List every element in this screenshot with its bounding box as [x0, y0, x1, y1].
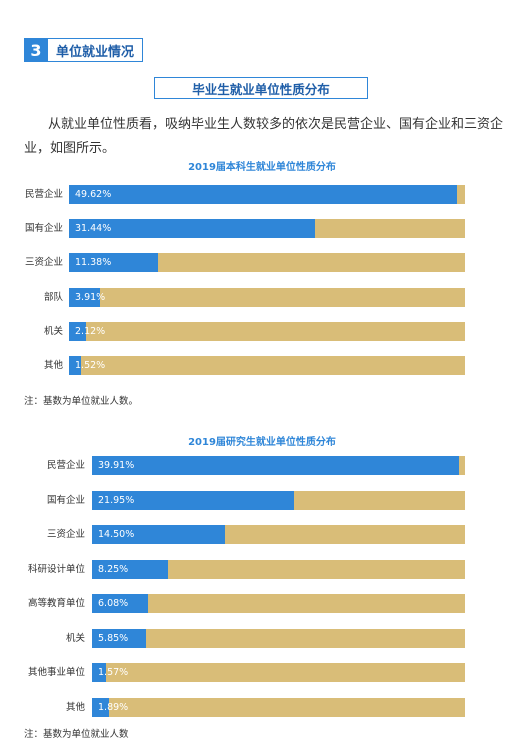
- category-label: 三资企业: [46, 529, 85, 540]
- bar: [92, 697, 110, 717]
- bar-value-label: 14.50%: [98, 529, 135, 540]
- bar: [92, 525, 226, 544]
- bar-value-label: 49.62%: [75, 189, 112, 200]
- bar-track: 3.91%: [69, 287, 465, 307]
- bar-track: 49.62%: [69, 185, 465, 204]
- bar-track: 1.57%: [92, 663, 465, 682]
- bar: [92, 628, 146, 648]
- bar-value-label: 11.38%: [75, 257, 112, 269]
- chart-title-graduate: 2019届研究生就业单位性质分布: [188, 437, 336, 448]
- bar-track: 6.08%: [92, 594, 465, 613]
- category-label: 国有企业: [46, 494, 85, 506]
- category-label: 其他事业单位: [27, 667, 85, 678]
- bar-track: 31.44%: [69, 219, 465, 239]
- bar-track: 14.50%: [92, 525, 465, 544]
- bar-track: 1.52%: [69, 356, 465, 375]
- bar-value-label: 3.91%: [75, 291, 106, 303]
- bar-value-label: 5.85%: [98, 632, 129, 644]
- bar: [69, 253, 159, 273]
- bar-value-label: 6.08%: [98, 598, 129, 609]
- category-label: 机关: [65, 632, 85, 644]
- chart-note-graduate: 注：基数为单位就业人数: [24, 729, 129, 740]
- bar-track: 5.85%: [92, 628, 465, 648]
- chart-note-undergrad: 注：基数为单位就业人数。: [24, 396, 139, 407]
- bar: [92, 456, 459, 475]
- bar-value-label: 8.25%: [98, 563, 129, 575]
- section-header: 3 单位就业情况: [24, 38, 144, 62]
- bar-track: 21.95%: [92, 490, 465, 510]
- bar-track: 1.89%: [92, 697, 465, 717]
- category-label: 高等教育单位: [27, 598, 85, 609]
- bar-value-label: 1.52%: [75, 360, 106, 371]
- bar: [69, 219, 315, 239]
- intro-paragraph: 从就业单位性质看，吸纳毕业生人数较多的依次是民营企业、国有企业和三资企业，如图所…: [24, 117, 504, 156]
- category-label: 部队: [43, 291, 63, 303]
- bar-value-label: 21.95%: [98, 494, 135, 506]
- bar: [92, 663, 107, 682]
- bar: [69, 356, 81, 375]
- section-number: 3: [24, 38, 48, 62]
- category-label: 民营企业: [24, 189, 63, 200]
- bar-value-label: 39.91%: [98, 460, 135, 471]
- bar-value-label: 2.12%: [75, 325, 106, 337]
- bar-value-label: 31.44%: [75, 223, 112, 235]
- category-label: 机关: [43, 325, 63, 337]
- section-title: 单位就业情况: [48, 38, 144, 62]
- bar-value-label: 1.89%: [98, 701, 129, 713]
- category-label: 民营企业: [46, 460, 85, 471]
- bar-value-label: 1.57%: [98, 667, 129, 678]
- category-label: 其他: [65, 701, 85, 713]
- bar: [92, 594, 148, 613]
- bar-track: 11.38%: [69, 253, 465, 273]
- category-label: 科研设计单位: [27, 563, 85, 575]
- bar-track: 2.12%: [69, 321, 465, 341]
- category-label: 三资企业: [24, 257, 63, 269]
- bar: [92, 559, 168, 579]
- bar: [69, 185, 458, 204]
- bar: [92, 490, 294, 510]
- bar: [69, 321, 86, 341]
- chart-title-undergrad: 2019届本科生就业单位性质分布: [188, 162, 336, 173]
- subheader-title: 毕业生就业单位性质分布: [154, 77, 368, 99]
- category-label: 国有企业: [24, 223, 63, 235]
- bar: [69, 287, 100, 307]
- bar-track: 8.25%: [92, 559, 465, 579]
- bar-track: 39.91%: [92, 456, 465, 475]
- category-label: 其他: [43, 360, 63, 371]
